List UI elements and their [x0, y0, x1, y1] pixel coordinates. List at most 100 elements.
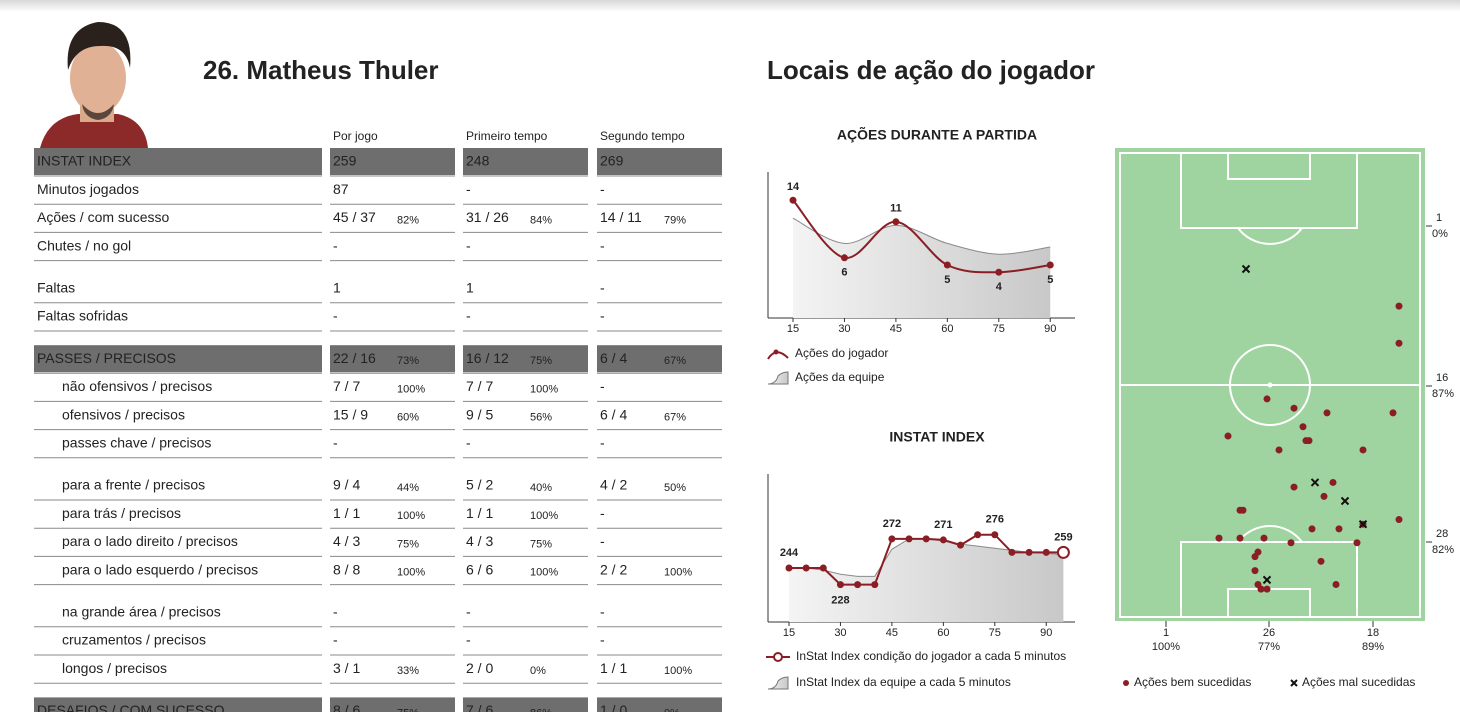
annotation: 244: [780, 547, 799, 559]
x-tick-label: 90: [1044, 323, 1056, 335]
x-tick-label: 45: [886, 627, 898, 639]
success-action: [1260, 534, 1268, 542]
success-action: [1290, 483, 1298, 491]
header-cell: [34, 345, 322, 373]
legend-label: Ações do jogador: [795, 346, 888, 360]
cell-pct: 100%: [664, 567, 692, 579]
cell-value: 14 / 11: [600, 209, 642, 225]
success-action: [1287, 539, 1295, 547]
success-action: [1317, 557, 1325, 565]
legend-label: Ações da equipe: [795, 370, 885, 384]
player-point: [836, 581, 844, 589]
success-action: [1263, 395, 1271, 403]
player-point: [789, 196, 797, 204]
success-action: [1299, 423, 1307, 431]
cell-value: 4 / 2: [600, 477, 627, 493]
player-point: [905, 535, 913, 543]
cell-value: -: [600, 533, 605, 549]
section-title: Locais de ação do jogador: [767, 55, 1095, 85]
legend-label: Ações mal sucedidas: [1302, 675, 1415, 689]
cell-pct: 67%: [664, 412, 686, 424]
row-label: DESAFIOS / COM SUCESSO: [37, 702, 225, 712]
cell-value: 45 / 37: [333, 209, 376, 225]
pitch-line: [1229, 344, 1311, 426]
cell-pct: 75%: [397, 538, 419, 550]
row-label: para a frente / precisos: [62, 477, 205, 493]
zone-share: 82%: [1432, 544, 1454, 556]
row-label: INSTAT INDEX: [37, 153, 132, 169]
chart-title: AÇÕES DURANTE A PARTIDA: [837, 126, 1037, 143]
success-action: [1251, 567, 1259, 575]
header-cell: [330, 697, 455, 712]
cell-value: 1 / 0: [600, 702, 627, 712]
row-label: na grande área / precisos: [62, 604, 221, 620]
cell-value: -: [466, 632, 471, 648]
cell-value: -: [466, 237, 471, 253]
header-cell: [34, 148, 322, 175]
success-action: [1395, 339, 1403, 347]
cell-pct: 100%: [664, 665, 692, 677]
team-area: [789, 538, 1064, 622]
cell-pct: 56%: [530, 412, 552, 424]
player-point: [1046, 261, 1054, 269]
cell-value: 259: [333, 153, 357, 169]
cell-value: 4 / 3: [466, 533, 493, 549]
row-label: Chutes / no gol: [37, 237, 131, 253]
success-action: [1353, 539, 1361, 547]
player-point: [892, 218, 900, 226]
failed-action: [1310, 478, 1320, 487]
player-point: [957, 541, 964, 549]
cell-value: 9 / 5: [466, 406, 493, 422]
legend-icon: [773, 652, 783, 662]
x-tick-label: 60: [937, 627, 949, 639]
cell-value: -: [600, 435, 605, 451]
cell-pct: 67%: [664, 355, 686, 367]
success-action: [1254, 548, 1262, 556]
cell-pct: 100%: [397, 567, 425, 579]
success-action: [1320, 492, 1328, 500]
cell-pct: 79%: [664, 214, 686, 226]
cell-pct: 40%: [530, 482, 552, 494]
x-tick-label: 30: [838, 323, 850, 335]
top-band: [0, 0, 1460, 12]
legend-icon: [1290, 679, 1298, 687]
column-header: Segundo tempo: [600, 129, 685, 143]
cell-value: -: [466, 308, 471, 324]
legend-icon: [767, 676, 789, 690]
player-title: 26. Matheus Thuler: [203, 55, 439, 85]
cell-value: -: [333, 237, 338, 253]
cell-value: 3 / 1: [333, 660, 360, 676]
x-tick-label: 15: [783, 627, 795, 639]
success-action: [1215, 534, 1223, 542]
cell-value: 1 / 1: [466, 505, 493, 521]
success-action: [1389, 409, 1397, 417]
data-label: 4: [996, 281, 1003, 293]
success-action: [1257, 585, 1265, 593]
cell-value: 9 / 4: [333, 477, 360, 493]
failed-action: [1262, 575, 1272, 585]
cell-value: 6 / 4: [600, 350, 627, 366]
success-action: [1395, 302, 1403, 310]
cell-value: -: [333, 604, 338, 620]
cell-value: 248: [466, 153, 490, 169]
cell-value: -: [466, 181, 471, 197]
cell-pct: 44%: [397, 482, 419, 494]
header-cell: [34, 697, 322, 712]
cell-pct: 75%: [530, 538, 552, 550]
success-action: [1308, 525, 1316, 533]
success-action: [1329, 478, 1337, 486]
success-action: [1236, 506, 1244, 514]
cell-pct: 100%: [530, 383, 558, 395]
legend-label: Ações bem sucedidas: [1134, 675, 1251, 689]
row-label: PASSES / PRECISOS: [37, 350, 176, 366]
cell-value: 22 / 16: [333, 350, 376, 366]
success-action: [1275, 446, 1283, 454]
cell-value: 5 / 2: [466, 477, 493, 493]
x-tick-label: 60: [941, 323, 953, 335]
x-tick-label: 75: [993, 323, 1005, 335]
row-label: cruzamentos / precisos: [62, 632, 206, 648]
pitch-line: [1227, 152, 1311, 180]
header-cell: [330, 148, 455, 175]
player-point: [1008, 548, 1016, 556]
